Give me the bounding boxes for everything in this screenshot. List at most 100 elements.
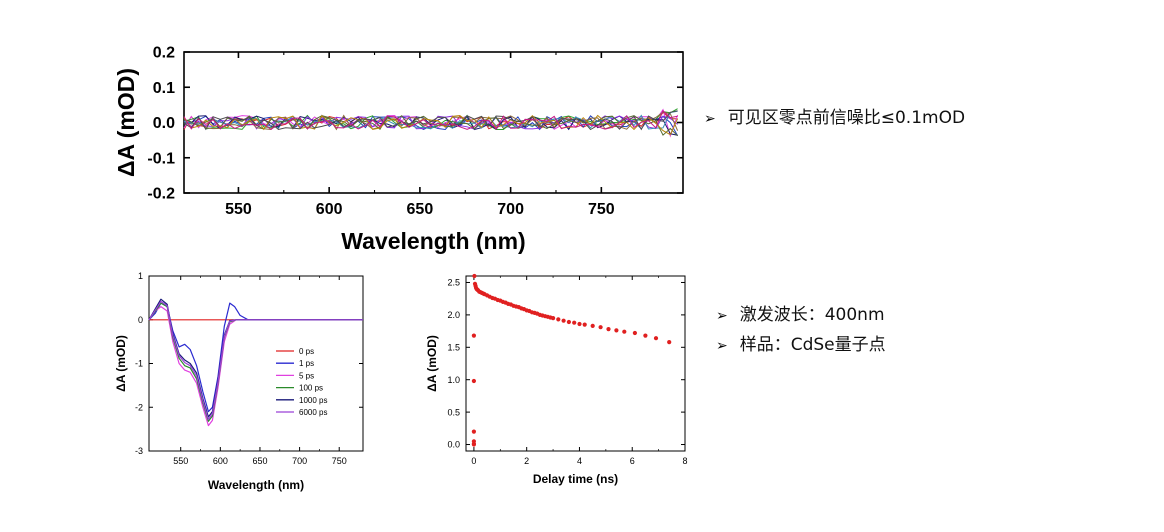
noise-series-line bbox=[183, 108, 678, 130]
data-point bbox=[479, 290, 484, 295]
data-point bbox=[508, 302, 513, 307]
data-point bbox=[498, 298, 503, 303]
data-point bbox=[487, 294, 492, 299]
y-tick-label: -2 bbox=[135, 402, 143, 412]
noise-series-line bbox=[183, 111, 679, 131]
data-point bbox=[653, 336, 659, 341]
data-point bbox=[472, 281, 478, 286]
data-point bbox=[551, 316, 556, 321]
plot-frame bbox=[183, 51, 684, 194]
y-tick-label: -0.2 bbox=[147, 186, 175, 203]
legend-label: 1 ps bbox=[299, 359, 314, 368]
bullet-text: 样品：CdSe量子点 bbox=[739, 335, 886, 355]
y-axis-label: ΔA (mOD) bbox=[113, 68, 139, 177]
y-tick-label: 1.5 bbox=[447, 342, 460, 352]
data-point bbox=[643, 333, 648, 338]
bullet-text: 可见区零点前信噪比≤0.1mOD bbox=[727, 108, 966, 128]
x-tick-label: 650 bbox=[252, 456, 267, 466]
x-tick-label: 0 bbox=[471, 456, 476, 466]
y-tick-label: 1.0 bbox=[447, 375, 460, 385]
noise-series-line bbox=[183, 110, 678, 130]
data-point bbox=[516, 305, 521, 310]
data-point bbox=[545, 314, 550, 319]
x-axis-label: Wavelength (nm) bbox=[341, 228, 525, 254]
noise-series-line bbox=[183, 114, 679, 136]
data-point bbox=[471, 429, 476, 434]
data-point bbox=[537, 312, 543, 317]
plot-frame bbox=[148, 275, 364, 452]
y-tick-label: 2.5 bbox=[447, 278, 460, 288]
data-point bbox=[495, 297, 500, 303]
data-point bbox=[535, 311, 540, 316]
data-point bbox=[527, 308, 532, 314]
noise-series-line bbox=[183, 110, 678, 131]
data-point bbox=[598, 325, 603, 330]
data-point bbox=[476, 288, 481, 293]
data-point bbox=[511, 303, 516, 308]
data-point bbox=[622, 329, 627, 334]
data-point bbox=[514, 304, 519, 309]
legend-label: 1000 ps bbox=[299, 396, 327, 405]
data-point bbox=[524, 308, 529, 313]
data-point bbox=[529, 310, 535, 315]
arrow-bullet-icon: ➢ bbox=[716, 307, 728, 324]
data-point bbox=[471, 439, 476, 444]
y-tick-label: 0.0 bbox=[153, 115, 175, 132]
plot-frame bbox=[465, 275, 686, 452]
x-tick-label: 650 bbox=[407, 201, 434, 218]
data-point bbox=[590, 323, 595, 328]
spectrum-series-line bbox=[148, 300, 363, 421]
data-point bbox=[471, 441, 476, 446]
noise-series-line bbox=[183, 115, 678, 130]
spectrum-series-line bbox=[148, 302, 363, 413]
x-tick-label: 600 bbox=[316, 201, 343, 218]
legend-label: 6000 ps bbox=[299, 408, 327, 417]
data-point bbox=[472, 273, 477, 279]
y-tick-label: 0.0 bbox=[447, 440, 460, 450]
data-point bbox=[506, 301, 511, 306]
spectrum-series-line bbox=[148, 298, 363, 418]
data-point bbox=[481, 291, 486, 296]
data-point bbox=[540, 313, 545, 318]
data-point bbox=[561, 318, 566, 323]
legend-label: 5 ps bbox=[299, 371, 314, 380]
data-point bbox=[477, 289, 482, 294]
x-tick-label: 700 bbox=[497, 201, 524, 218]
x-tick-label: 750 bbox=[588, 201, 615, 218]
data-point bbox=[490, 295, 495, 301]
x-tick-label: 600 bbox=[213, 456, 228, 466]
x-axis-label: Wavelength (nm) bbox=[208, 478, 304, 492]
data-point bbox=[577, 321, 582, 327]
legend-label: 100 ps bbox=[299, 384, 323, 393]
spectrum-series-line bbox=[148, 306, 363, 427]
spectrum-series-line bbox=[148, 302, 363, 422]
noise-series-line bbox=[183, 115, 678, 137]
noise-series-line bbox=[183, 115, 678, 136]
data-point bbox=[471, 333, 476, 338]
data-point bbox=[556, 317, 561, 322]
x-tick-label: 750 bbox=[332, 456, 347, 466]
bullet-item: ➢ 样品：CdSe量子点 bbox=[716, 337, 886, 354]
data-point bbox=[485, 293, 490, 298]
arrow-bullet-icon: ➢ bbox=[716, 337, 728, 354]
bullet-text: 激发波长：400nm bbox=[739, 305, 885, 325]
y-tick-label: 1 bbox=[138, 271, 143, 281]
y-tick-label: 0.1 bbox=[153, 80, 175, 97]
data-point bbox=[667, 340, 672, 345]
x-tick-label: 4 bbox=[577, 456, 582, 466]
bottom-bullet-list: ➢ 激发波长：400nm ➢ 样品：CdSe量子点 bbox=[716, 307, 886, 354]
data-point bbox=[473, 283, 478, 288]
data-point bbox=[582, 322, 587, 327]
data-point bbox=[548, 315, 553, 320]
data-point bbox=[572, 320, 577, 325]
data-point bbox=[475, 287, 480, 292]
noise-series-line bbox=[183, 111, 678, 130]
bullet-item: ➢ 激发波长：400nm bbox=[716, 307, 886, 324]
y-tick-label: -3 bbox=[135, 446, 143, 456]
data-point bbox=[503, 300, 508, 305]
data-point bbox=[532, 310, 537, 315]
data-point bbox=[614, 328, 619, 333]
